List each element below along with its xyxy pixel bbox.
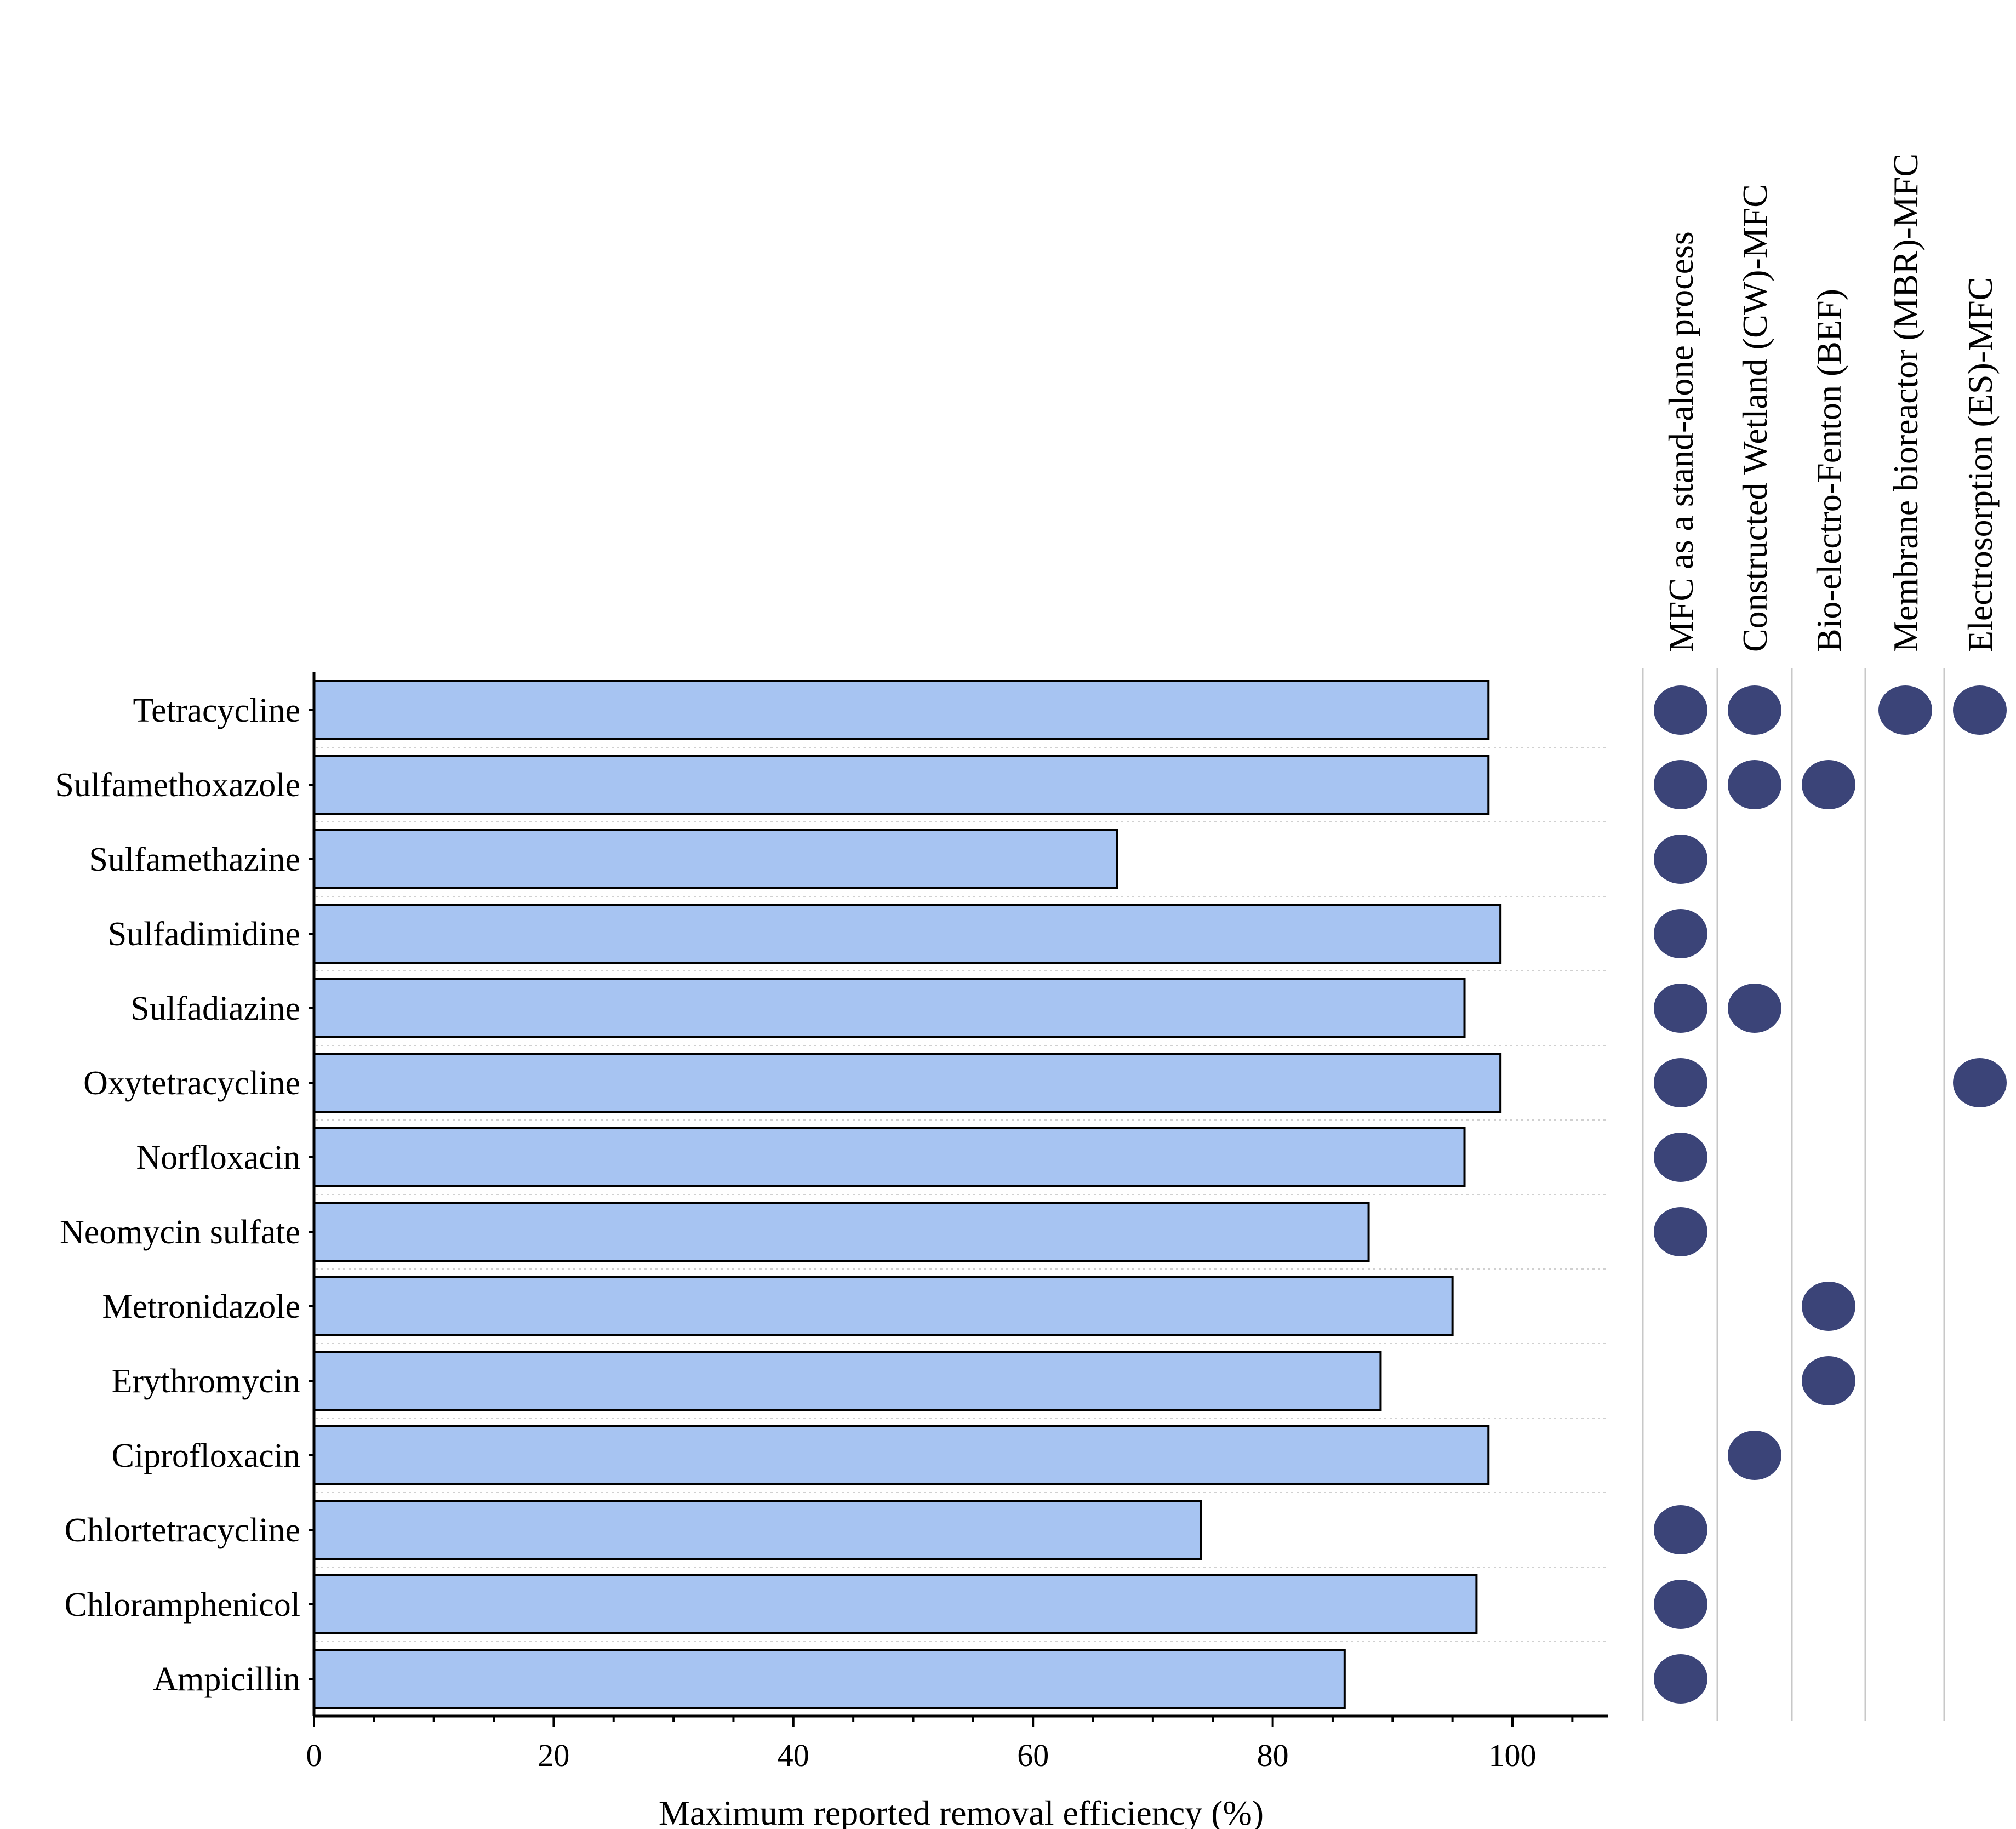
- method-dot-metronidazole-3: [1802, 1282, 1855, 1331]
- bar-oxytetracycline: [313, 1053, 1502, 1113]
- method-dot-sulfamethoxazole-1: [1654, 760, 1707, 809]
- method-dot-neomycin-sulfate-1: [1654, 1207, 1707, 1256]
- method-dot-tetracycline-2: [1728, 685, 1781, 735]
- category-label: Oxytetracycline: [83, 1065, 300, 1102]
- bar-sulfamethoxazole: [313, 755, 1490, 815]
- bar-sulfadimidine: [313, 904, 1502, 964]
- method-label-4: Membrane bioreactor (MBR)-MFC: [1886, 153, 1925, 652]
- category-label: Ampicillin: [153, 1661, 300, 1698]
- bar-sulfamethazine: [313, 829, 1118, 889]
- x-ticks: 0 20 40 60 80 100: [306, 1716, 1574, 1773]
- method-dot-sulfadiazine-1: [1654, 984, 1707, 1033]
- category-label: Sulfadiazine: [130, 990, 300, 1027]
- bar-norfloxacin: [313, 1127, 1466, 1187]
- x-tick-label: 100: [1489, 1737, 1537, 1773]
- x-axis-title: Maximum reported removal efficiency (%): [659, 1793, 1264, 1829]
- method-dot-oxytetracycline-1: [1654, 1058, 1707, 1107]
- method-label-3: Bio-electro-Fenton (BEF): [1809, 289, 1848, 652]
- method-dot-sulfadiazine-2: [1728, 984, 1781, 1033]
- bar-chlortetracycline: [313, 1500, 1202, 1560]
- category-labels: Tetracycline Sulfamethoxazole Sulfamethazi…: [55, 692, 300, 1698]
- method-dot-erythromycin-3: [1802, 1356, 1855, 1405]
- category-label: Norfloxacin: [136, 1139, 300, 1176]
- bars: [313, 680, 1502, 1709]
- bar-tetracycline: [313, 680, 1490, 740]
- method-dot-ampicillin-1: [1654, 1654, 1707, 1704]
- bar-ciprofloxacin: [313, 1425, 1490, 1485]
- method-dot-tetracycline-5: [1953, 685, 2007, 735]
- x-tick-label: 80: [1257, 1737, 1289, 1773]
- category-label: Chlortetracycline: [65, 1512, 300, 1549]
- category-label: Neomycin sulfate: [60, 1214, 300, 1251]
- category-label: Metronidazole: [102, 1288, 300, 1325]
- category-label: Tetracycline: [133, 692, 300, 729]
- x-tick-label: 40: [778, 1737, 809, 1773]
- method-dot-sulfamethazine-1: [1654, 835, 1707, 884]
- method-dot-sulfadimidine-1: [1654, 909, 1707, 958]
- category-label: Sulfamethazine: [89, 841, 300, 878]
- bar-ampicillin: [313, 1649, 1346, 1709]
- category-label: Sulfamethoxazole: [55, 767, 300, 804]
- method-dot-tetracycline-1: [1654, 685, 1707, 735]
- method-label-1: MFC as a stand-alone process: [1661, 231, 1700, 652]
- x-tick-label: 0: [306, 1737, 322, 1773]
- method-dot-tetracycline-4: [1878, 685, 1932, 735]
- method-labels: MFC as a stand-alone process Constructed …: [1661, 153, 2000, 652]
- method-dot-ciprofloxacin-2: [1728, 1431, 1781, 1480]
- bar-sulfadiazine: [313, 978, 1466, 1038]
- bar-chloramphenicol: [313, 1574, 1478, 1634]
- method-dot-chlortetracycline-1: [1654, 1505, 1707, 1554]
- bar-erythromycin: [313, 1351, 1382, 1411]
- bar-metronidazole: [313, 1276, 1454, 1336]
- category-label: Chloramphenicol: [65, 1586, 300, 1624]
- x-tick-label: 60: [1017, 1737, 1049, 1773]
- method-dot-sulfamethoxazole-3: [1802, 760, 1855, 809]
- method-matrix: [1642, 668, 2007, 1721]
- method-dot-oxytetracycline-5: [1953, 1058, 2007, 1107]
- method-label-5: Electrosorption (ES)-MFC: [1961, 277, 2000, 652]
- x-tick-label: 20: [538, 1737, 569, 1773]
- method-dot-norfloxacin-1: [1654, 1133, 1707, 1182]
- method-label-2: Constructed Wetland (CW)-MFC: [1735, 184, 1774, 652]
- category-label: Sulfadimidine: [108, 916, 300, 953]
- category-label: Ciprofloxacin: [112, 1437, 300, 1474]
- method-dot-chloramphenicol-1: [1654, 1580, 1707, 1629]
- row-separators: [316, 747, 1608, 1642]
- category-label: Erythromycin: [112, 1363, 300, 1400]
- method-dot-sulfamethoxazole-2: [1728, 760, 1781, 809]
- bar-neomycin-sulfate: [313, 1202, 1370, 1262]
